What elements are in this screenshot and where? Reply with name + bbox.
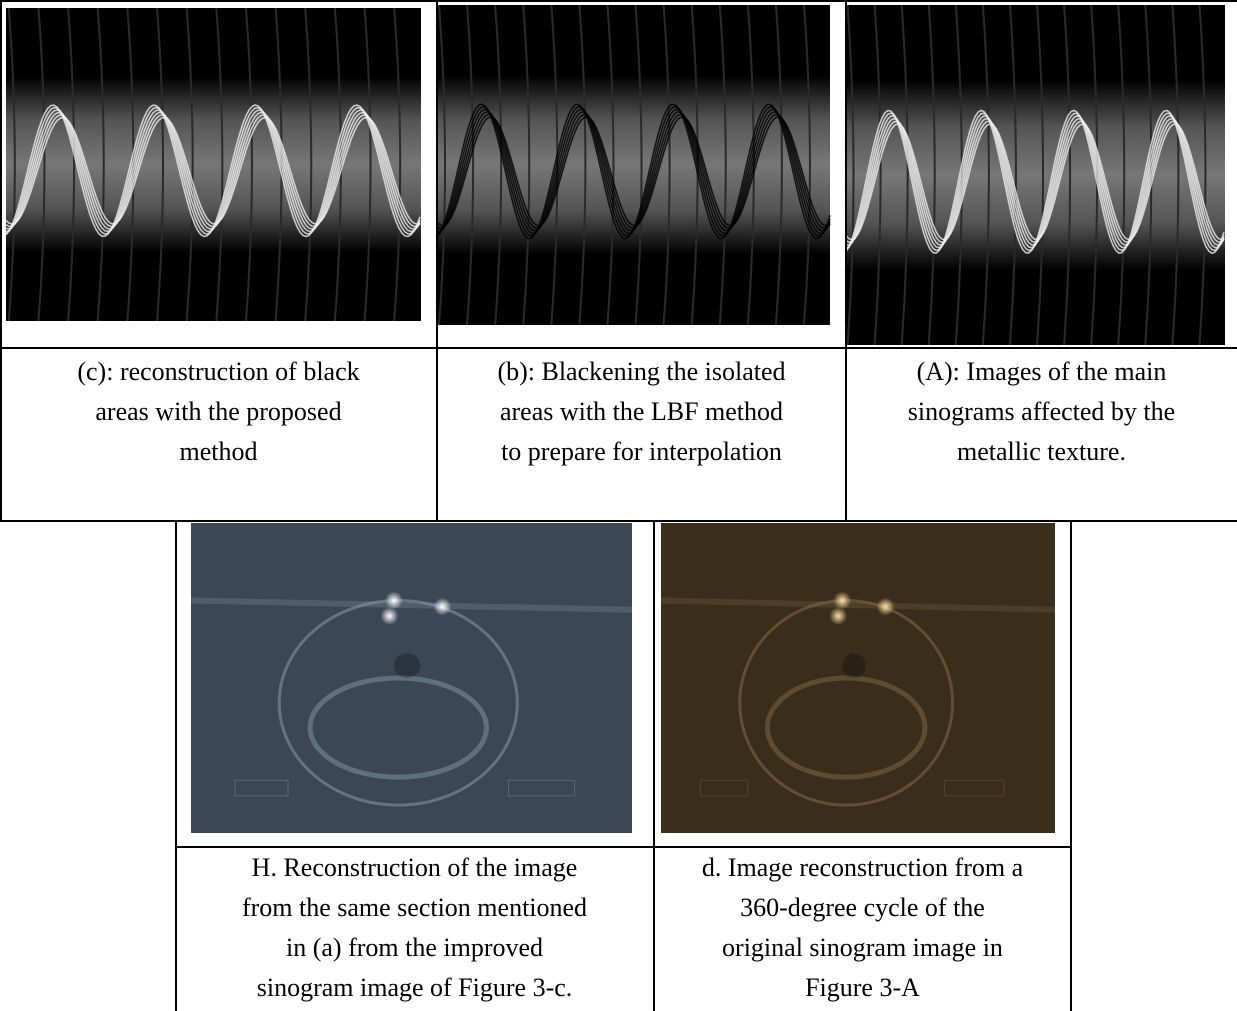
caption-line: to prepare for interpolation xyxy=(437,432,846,472)
caption-line: 360-degree cycle of the xyxy=(654,888,1071,928)
caption: d. Image reconstruction from a 360-degre… xyxy=(654,848,1071,1008)
caption-line: H. Reconstruction of the image xyxy=(176,848,653,888)
caption-line: Figure 3-A xyxy=(654,968,1071,1008)
cavity xyxy=(842,653,866,678)
caption-line: sinogram image of Figure 3-c. xyxy=(176,968,653,1008)
caption-line: areas with the LBF method xyxy=(437,392,846,432)
border xyxy=(0,347,1237,349)
caption-line: (A): Images of the main xyxy=(846,352,1237,392)
metal-spot xyxy=(833,592,851,610)
caption-line: in (a) from the improved xyxy=(176,928,653,968)
metal-spot xyxy=(380,607,398,625)
caption-line: method xyxy=(0,432,437,472)
reconstruction-image xyxy=(661,523,1055,833)
sinogram-image xyxy=(6,8,421,321)
page: (c): reconstruction of black areas with … xyxy=(0,0,1237,1011)
caption-line: (c): reconstruction of black xyxy=(0,352,437,392)
caption-line: original sinogram image in xyxy=(654,928,1071,968)
sinogram-image xyxy=(846,5,1225,345)
caption-line: from the same section mentioned xyxy=(176,888,653,928)
metal-spot xyxy=(829,607,847,625)
metal-spot xyxy=(385,592,403,610)
border xyxy=(0,0,1237,2)
metal-spot xyxy=(433,598,451,616)
caption-line: metallic texture. xyxy=(846,432,1237,472)
metal-spot xyxy=(877,598,895,616)
cavity xyxy=(394,653,420,678)
caption-line: (b): Blackening the isolated xyxy=(437,352,846,392)
caption-line: sinograms affected by the xyxy=(846,392,1237,432)
caption: (b): Blackening the isolated areas with … xyxy=(437,352,846,472)
caption: H. Reconstruction of the image from the … xyxy=(176,848,653,1008)
caption-line: d. Image reconstruction from a xyxy=(654,848,1071,888)
border xyxy=(0,520,1237,522)
caption: (A): Images of the main sinograms affect… xyxy=(846,352,1237,472)
sinogram-image xyxy=(437,5,830,325)
caption-line: areas with the proposed xyxy=(0,392,437,432)
caption: (c): reconstruction of black areas with … xyxy=(0,352,437,472)
reconstruction-image xyxy=(191,523,632,833)
